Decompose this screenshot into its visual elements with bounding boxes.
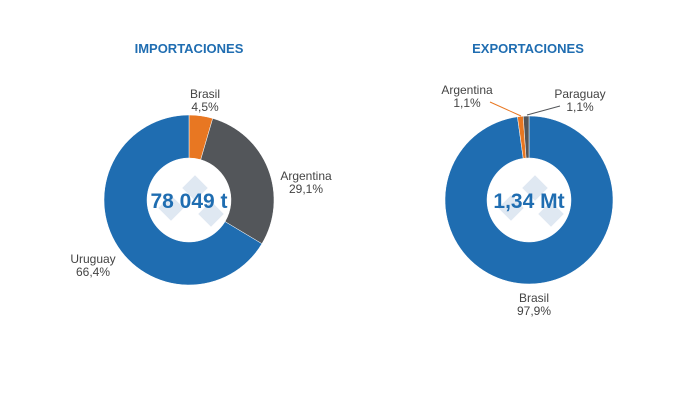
value-exports-paraguay: 1,1%	[566, 100, 594, 114]
slice-paraguay	[522, 115, 530, 159]
exports-donut	[444, 115, 614, 285]
imports-title: IMPORTACIONES	[135, 41, 244, 56]
imports-total: 78 049 t	[150, 190, 227, 213]
label-imports-brasil: Brasil	[190, 87, 220, 101]
label-imports-uruguay: Uruguay	[70, 252, 115, 266]
value-imports-argentina: 29,1%	[289, 182, 323, 196]
exports-title: EXPORTACIONES	[472, 41, 584, 56]
label-exports-argentina: Argentina	[441, 83, 493, 97]
value-imports-uruguay: 66,4%	[76, 265, 110, 279]
value-exports-argentina: 1,1%	[453, 96, 481, 110]
slice-uruguay	[103, 114, 263, 286]
value-imports-brasil: 4,5%	[191, 100, 219, 114]
slice-brasil	[444, 115, 614, 285]
label-imports-argentina: Argentina	[280, 169, 332, 183]
watermark-logo	[522, 175, 548, 201]
exports-total: 1,34 Mt	[493, 190, 564, 213]
leader-line-exports-paraguay	[526, 105, 561, 116]
label-exports-brasil: Brasil	[519, 291, 549, 305]
watermark-logo	[538, 201, 564, 227]
label-exports-paraguay: Paraguay	[554, 87, 605, 101]
watermark-logo	[498, 195, 524, 221]
value-exports-brasil: 97,9%	[517, 304, 551, 318]
slice-argentina	[200, 118, 275, 245]
leader-line-exports-argentina	[489, 101, 522, 117]
